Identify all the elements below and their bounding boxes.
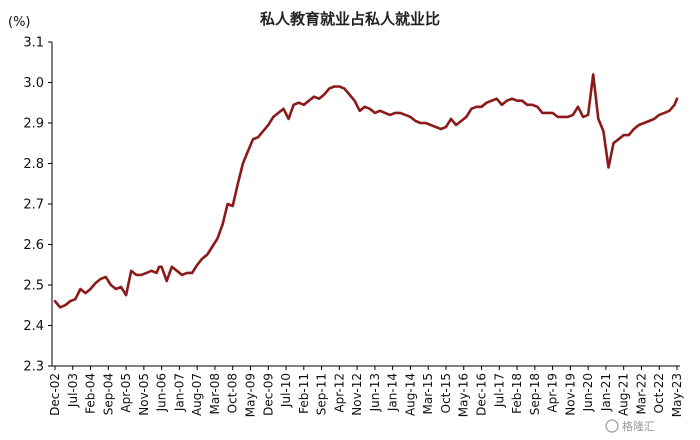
watermark-text: 格隆汇 [622, 419, 655, 433]
x-tick-label: Sep-04 [101, 373, 115, 415]
x-tick-label: Oct-22 [652, 373, 666, 413]
x-tick-label: Jul-03 [66, 373, 80, 408]
x-tick-label: Dec-02 [48, 373, 62, 416]
y-tick-label: 2.3 [23, 360, 44, 375]
watermark-logo-icon [605, 419, 619, 433]
x-tick-label: Sep-11 [315, 373, 329, 415]
x-tick-label: Jun-20 [581, 373, 595, 412]
y-tick-label: 2.9 [23, 117, 44, 132]
y-tick-label: 3.0 [23, 76, 44, 91]
x-tick-label: Jul-10 [279, 373, 293, 408]
y-tick-label: 2.8 [23, 157, 44, 172]
x-tick-label: Jun-13 [368, 373, 382, 412]
x-tick-label: Dec-16 [475, 373, 489, 416]
x-tick-label: Aug-07 [190, 373, 204, 416]
x-tick-label: Apr-05 [119, 373, 133, 413]
x-tick-label: Feb-18 [510, 373, 524, 414]
axes [51, 42, 680, 367]
series-line [53, 73, 679, 309]
x-tick-label: Dec-09 [261, 373, 275, 416]
y-tick-label: 2.6 [23, 238, 44, 253]
y-axis-ticks: 2.3 2.4 2.5 2.6 2.7 2.8 2.9 3.0 3.1 [23, 36, 52, 375]
x-tick-label: Nov-19 [563, 373, 577, 416]
x-tick-label: Oct-15 [439, 373, 453, 413]
chart-title: 私人教育就业占私人就业比 [259, 10, 440, 28]
x-axis-ticks: Dec-02 Jul-03 Feb-04 Sep-04 Apr-05 Nov-05 Jun-… [48, 366, 684, 417]
x-tick-label: Mar-22 [634, 373, 648, 414]
x-tick-label: Oct-08 [226, 373, 240, 413]
x-tick-label: Feb-04 [84, 373, 98, 414]
x-tick-label: Apr-12 [332, 373, 346, 413]
x-tick-label: May-09 [243, 373, 257, 417]
y-tick-label: 2.7 [23, 198, 44, 213]
x-tick-label: Mar-08 [208, 373, 222, 414]
x-tick-label: Feb-11 [297, 373, 311, 414]
x-tick-label: Nov-12 [350, 373, 364, 416]
y-tick-label: 2.4 [23, 319, 44, 334]
watermark: 格隆汇 [605, 419, 655, 433]
x-tick-label: Jan-14 [386, 373, 400, 412]
x-tick-label: Nov-05 [137, 373, 151, 416]
x-tick-label: Mar-15 [421, 373, 435, 414]
x-tick-label: Jan-07 [172, 373, 186, 412]
x-tick-label: Aug-21 [617, 373, 631, 416]
x-tick-label: May-23 [670, 373, 684, 417]
x-tick-label: Jul-17 [492, 373, 506, 408]
x-tick-label: Jun-06 [155, 373, 169, 412]
x-tick-label: May-16 [457, 373, 471, 417]
y-unit-label: (%) [8, 15, 31, 30]
y-tick-label: 3.1 [23, 36, 44, 51]
x-tick-label: Aug-14 [403, 373, 417, 416]
x-tick-label: Apr-19 [546, 373, 560, 413]
y-tick-label: 2.5 [23, 279, 44, 294]
x-tick-label: Jan-21 [599, 373, 613, 412]
x-tick-label: Sep-18 [528, 373, 542, 415]
